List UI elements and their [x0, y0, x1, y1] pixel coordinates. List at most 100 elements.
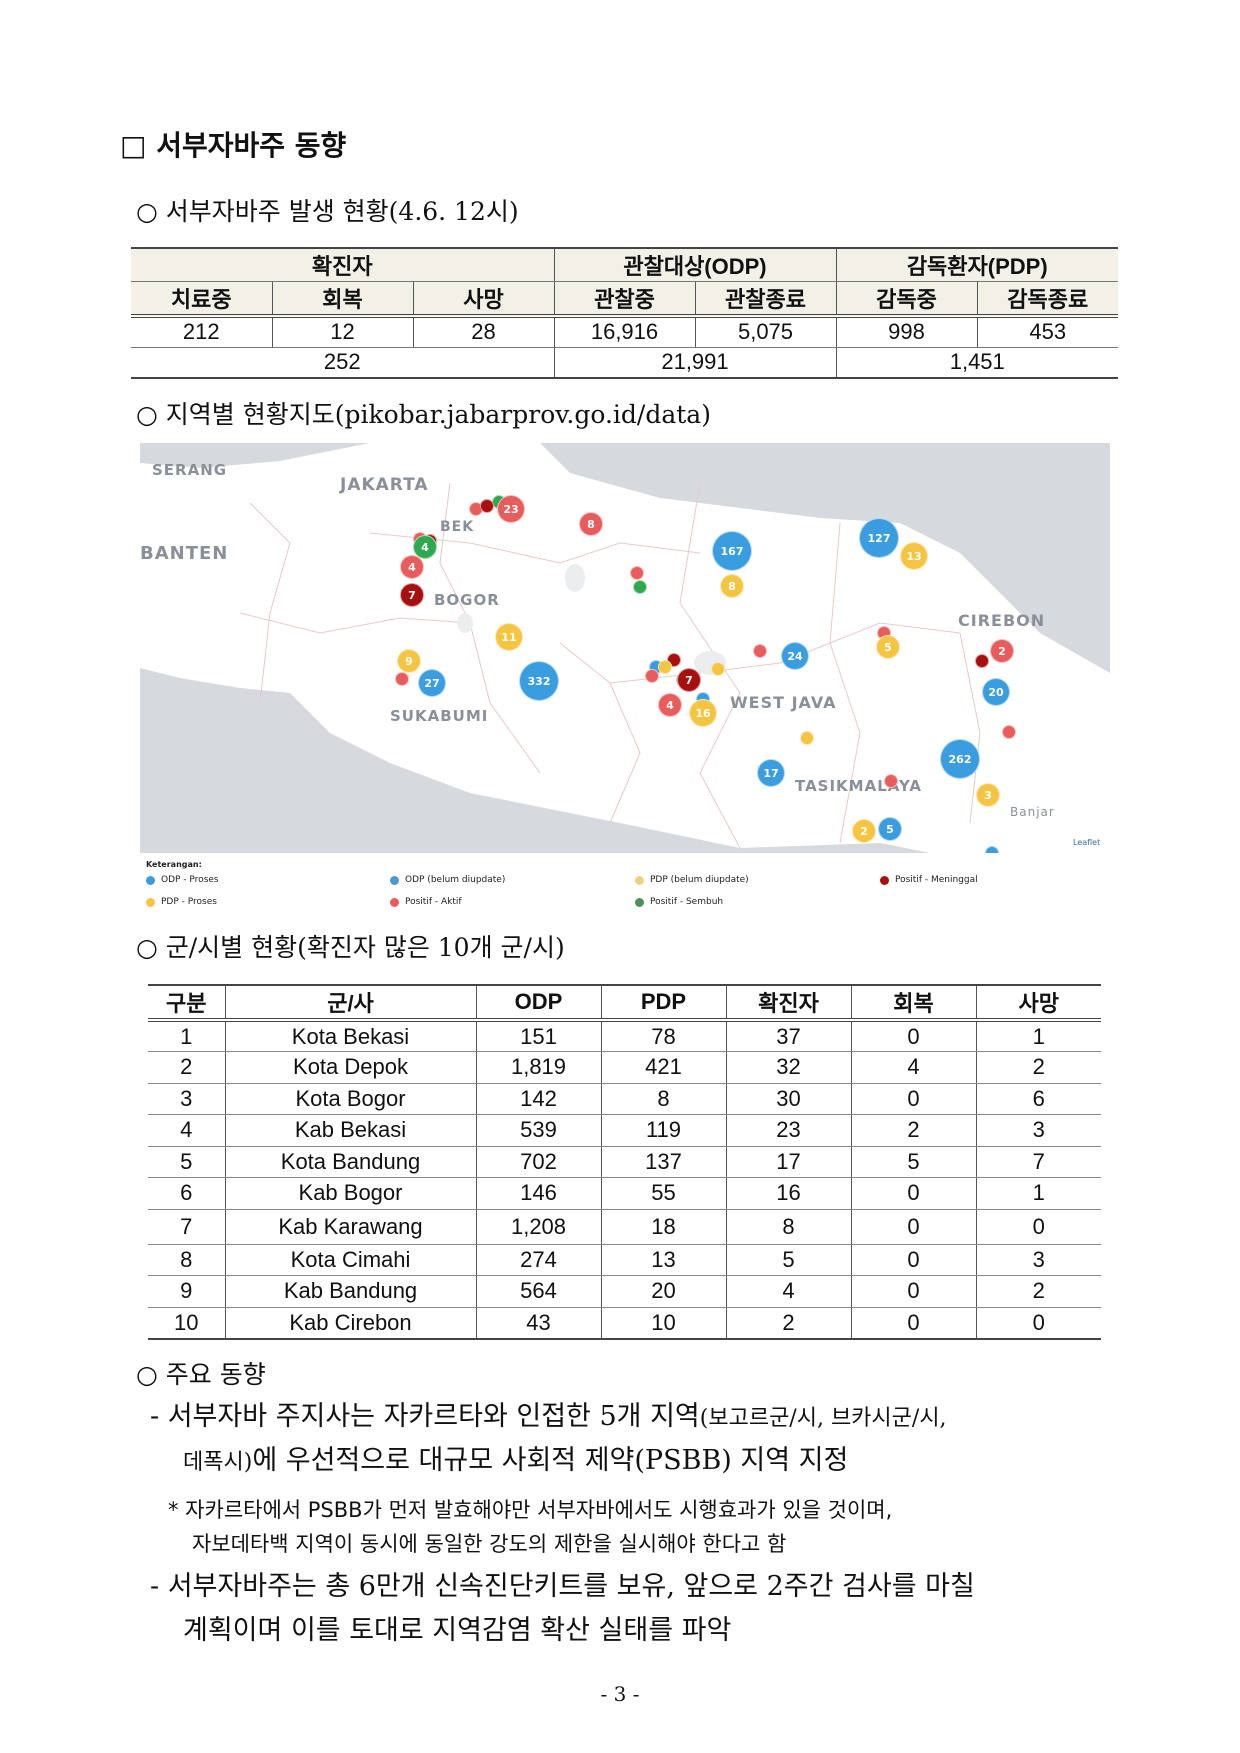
table-cell: 137 [600, 1146, 727, 1178]
map-marker-sembuh[interactable]: 4 [413, 535, 437, 559]
map-marker-pdp[interactable] [800, 731, 814, 745]
map-marker-aktif[interactable]: 8 [579, 512, 603, 536]
total-cell: 252 [131, 347, 555, 378]
map-marker-odp[interactable]: 17 [757, 759, 785, 787]
table-cell: Kota Cimahi [224, 1244, 477, 1276]
map-marker-pdp[interactable] [658, 660, 672, 674]
group-header: 확진자 [131, 248, 555, 282]
column-header: 치료중 [131, 281, 273, 318]
column-header: 사망 [975, 985, 1101, 1022]
map-marker-pdp[interactable]: 5 [876, 635, 900, 659]
table-cell: 6 [975, 1083, 1101, 1115]
table-cell: 2 [975, 1051, 1101, 1084]
map-marker-odp[interactable]: 127 [859, 518, 899, 558]
map-marker-aktif[interactable]: 4 [658, 693, 682, 717]
map-marker-meninggal[interactable] [975, 654, 989, 668]
table-cell: 55 [600, 1177, 727, 1210]
map-marker-odp[interactable] [985, 846, 999, 853]
map-marker-pdp[interactable] [711, 662, 725, 676]
table-cell: 142 [475, 1083, 602, 1115]
column-header: ODP [475, 985, 602, 1022]
map-marker-meninggal[interactable]: 7 [677, 668, 701, 692]
map-marker-meninggal[interactable] [480, 499, 494, 513]
table-cell: 2 [725, 1307, 852, 1339]
table-cell: Kota Depok [224, 1051, 477, 1084]
map-marker-meninggal[interactable]: 7 [400, 583, 424, 607]
table-cell: Kab Cirebon [224, 1307, 477, 1339]
column-header: 회복 [271, 281, 414, 318]
map-marker-aktif[interactable] [884, 774, 898, 788]
map-marker-aktif[interactable] [395, 672, 409, 686]
value-cell: 212 [131, 316, 273, 348]
legend-dot-icon [390, 897, 399, 907]
top-regions-table: 구분 군/사 ODP PDP 확진자 회복 사망 1 Kota Bekasi 151 78 37 0 1… [148, 984, 1101, 1340]
map-marker-odp[interactable]: 24 [781, 642, 809, 670]
map-marker-odp[interactable]: 332 [519, 661, 559, 701]
trend-1-text-cont: 에 우선적으로 대규모 사회적 제약(PSBB) 지역 지정 [252, 1445, 849, 1476]
map-marker-aktif[interactable] [753, 644, 767, 658]
map-marker-aktif[interactable]: 23 [497, 495, 525, 523]
table-cell: Kab Bogor [224, 1177, 477, 1210]
table-cell: 10 [148, 1307, 226, 1339]
table-cell: 43 [475, 1307, 602, 1339]
table-cell: Kab Bekasi [224, 1114, 477, 1147]
column-header: 구분 [148, 985, 226, 1022]
group-header: 관찰대상(ODP) [553, 248, 837, 282]
map-marker-pdp[interactable]: 3 [976, 783, 1000, 807]
map-marker-odp[interactable]: 20 [982, 678, 1010, 706]
map-marker-aktif[interactable] [1002, 725, 1016, 739]
legend-item: Positif - Sembuh [635, 897, 723, 907]
map-label-bogor: BOGOR [434, 591, 500, 609]
table-cell: Kota Bekasi [224, 1020, 477, 1052]
table-cell: 37 [725, 1020, 852, 1052]
map-label-tasikmalaya: TASIKMALAYA [795, 777, 922, 795]
table-cell: 4 [850, 1051, 977, 1084]
trend-1-text: - 서부자바 주지사는 자카르타와 인접한 5개 지역 [150, 1401, 700, 1432]
table-cell: 3 [975, 1244, 1101, 1276]
legend-label: Positif - Sembuh [650, 897, 724, 907]
table-cell: 18 [600, 1209, 727, 1245]
map-marker-odp[interactable]: 5 [878, 817, 902, 841]
table-cell: 146 [475, 1177, 602, 1210]
table-cell: 20 [600, 1275, 727, 1308]
group-header: 감독환자(PDP) [835, 248, 1118, 282]
column-header: 관찰중 [553, 281, 696, 318]
map-marker-pdp[interactable]: 2 [852, 819, 876, 843]
map-marker-pdp[interactable]: 9 [397, 649, 421, 673]
legend-dot-icon [635, 875, 644, 885]
map-label-cirebon: CIREBON [958, 611, 1046, 630]
map-marker-odp[interactable]: 27 [418, 669, 446, 697]
map-marker-aktif[interactable] [645, 669, 659, 683]
map-marker-pdp[interactable]: 13 [900, 542, 928, 570]
table-cell: 1 [975, 1020, 1101, 1052]
table-cell: 0 [850, 1020, 977, 1052]
table-cell: Kota Bandung [224, 1146, 477, 1178]
table-cell: 3 [148, 1083, 226, 1115]
table-row: 1 Kota Bekasi 151 78 37 0 1 [148, 1020, 1101, 1052]
legend-item: Positif - Aktif [390, 897, 462, 907]
legend-label: Positif - Meninggal [895, 875, 978, 885]
table-cell: 4 [725, 1275, 852, 1308]
table-cell: 0 [850, 1083, 977, 1115]
table-row: 10 Kab Cirebon 43 10 2 0 0 [148, 1307, 1101, 1339]
column-header: 관찰종료 [694, 281, 837, 318]
map-marker-odp[interactable]: 262 [940, 739, 980, 779]
column-header: 군/사 [224, 985, 477, 1022]
table-row: 3 Kota Bogor 142 8 30 0 6 [148, 1083, 1101, 1115]
map-marker-pdp[interactable]: 8 [720, 574, 744, 598]
map-marker-aktif[interactable] [630, 566, 644, 580]
legend-item: PDP (belum diupdate) [635, 875, 749, 885]
table-cell: 564 [475, 1275, 602, 1308]
table-cell: 8 [148, 1244, 226, 1276]
table-row: 2 Kota Depok 1,819 421 32 4 2 [148, 1051, 1101, 1084]
leaflet-attribution-link[interactable]: Leaflet [1073, 838, 1101, 847]
total-cell: 1,451 [835, 347, 1118, 378]
map-legend: Keterangan: ODP - Proses ODP (belum diupd… [140, 855, 1110, 915]
map-marker-sembuh[interactable] [633, 580, 647, 594]
map-marker-aktif[interactable]: 2 [990, 639, 1014, 663]
map-marker-pdp[interactable]: 11 [495, 623, 523, 651]
map-marker-pdp[interactable]: 16 [689, 699, 717, 727]
map-marker-odp[interactable]: 167 [712, 531, 752, 571]
map-marker-aktif[interactable]: 4 [400, 555, 424, 579]
regional-status-map[interactable]: SERANG JAKARTA BEK BANTEN BOGOR CIREBON … [140, 443, 1110, 853]
